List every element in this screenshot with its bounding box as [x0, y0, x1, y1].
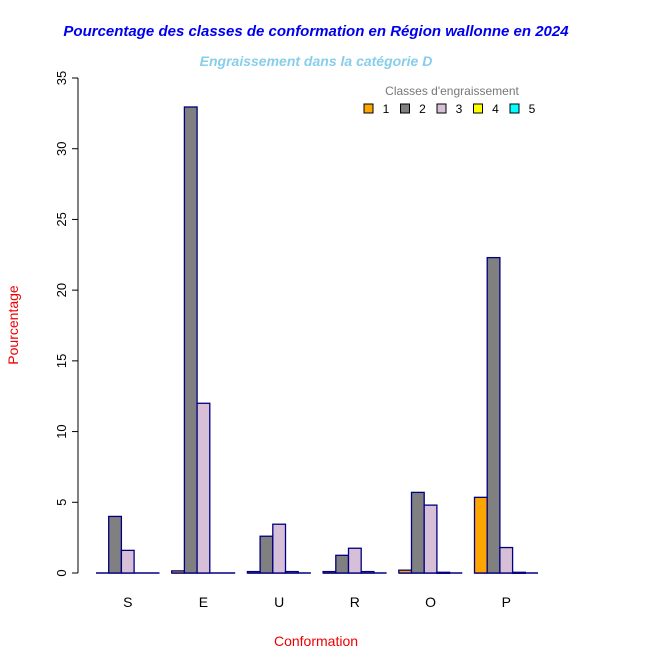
x-tick-label: U [274, 594, 284, 610]
y-tick-label: 35 [54, 71, 69, 85]
x-tick-label: R [350, 594, 360, 610]
x-tick-label: S [123, 594, 132, 610]
bar-P-class-2 [486, 256, 501, 574]
legend-swatch-3 [436, 103, 447, 114]
chart-subtitle: Engraissement dans la catégorie D [200, 53, 433, 69]
legend-label: 1 [383, 102, 390, 116]
bar-S-class-2 [108, 515, 123, 574]
x-tick-label: P [502, 594, 511, 610]
y-tick-label: 10 [54, 424, 69, 438]
bar-E-class-2 [183, 106, 198, 574]
bar-O-class-2 [410, 491, 425, 574]
legend-label: 5 [529, 102, 536, 116]
legend-swatch-2 [400, 103, 410, 114]
legend-title: Classes d'engraissement [385, 84, 519, 98]
y-tick-label: 15 [54, 354, 69, 368]
y-tick-label: 20 [54, 283, 69, 297]
bar-E-class-1 [171, 570, 186, 574]
bar-P-class-1 [473, 496, 488, 574]
bar-R-class-4 [360, 570, 375, 574]
legend-swatch-5 [509, 103, 520, 114]
bar-U-class-3 [272, 523, 287, 574]
y-tick-label: 25 [54, 212, 69, 226]
x-axis-label: Conformation [274, 633, 358, 649]
bar-E-class-3 [196, 402, 211, 574]
bar-R-class-3 [347, 547, 362, 574]
x-tick-label: E [199, 594, 208, 610]
bar-U-class-2 [259, 535, 274, 574]
y-tick-label: 0 [54, 569, 69, 576]
legend-label: 2 [419, 102, 426, 116]
bar-O-class-4 [436, 571, 451, 574]
x-tick-label: O [425, 594, 436, 610]
bar-S-class-3 [120, 549, 135, 574]
bar-R-class-1 [322, 570, 337, 574]
bar-R-class-2 [335, 554, 350, 574]
bar-P-class-4 [511, 571, 526, 574]
bar-U-class-4 [284, 570, 299, 574]
y-tick-label: 30 [54, 141, 69, 155]
y-tick-label: 5 [54, 499, 69, 506]
legend-label: 3 [456, 102, 463, 116]
legend-swatch-1 [363, 103, 374, 114]
bar-U-class-1 [246, 570, 261, 574]
chart-title: Pourcentage des classes de conformation … [63, 23, 569, 40]
y-axis-label: Pourcentage [5, 285, 21, 365]
legend-label: 4 [492, 102, 499, 116]
legend-swatch-4 [473, 103, 483, 114]
bar-O-class-1 [398, 569, 413, 574]
bar-O-class-3 [423, 504, 438, 574]
bar-P-class-3 [499, 546, 514, 574]
